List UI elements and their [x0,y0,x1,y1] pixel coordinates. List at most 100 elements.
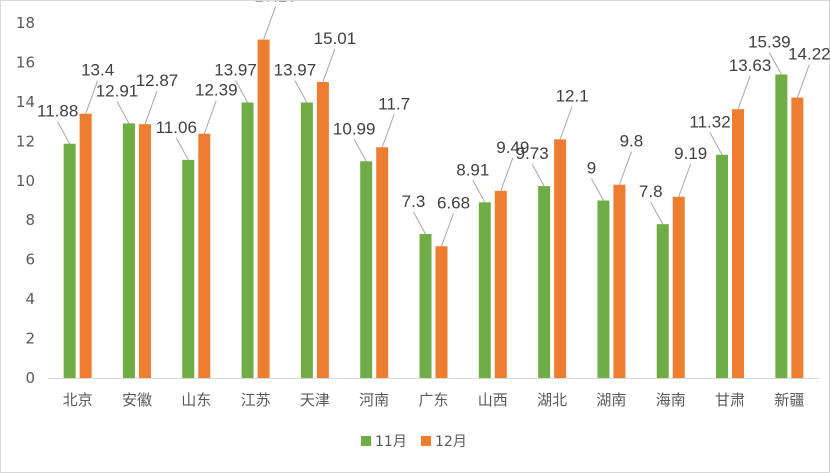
y-tick-label: 14 [16,93,35,111]
data-label-leader [144,91,158,125]
bar-series-2 [672,196,685,378]
data-label: 8.91 [456,160,489,179]
bar-layer [63,39,804,379]
y-tick-label: 16 [16,53,35,71]
data-label-leader [531,163,545,187]
data-label: 13.97 [274,60,317,79]
data-label-leader [796,64,810,98]
bar-series-2 [257,39,270,379]
data-label: 12.87 [136,71,179,90]
x-tick-label: 广东 [418,391,448,409]
data-label: 9.19 [674,144,707,163]
y-tick-label: 4 [25,290,35,308]
data-label-leader [175,137,189,161]
bar-series-2 [138,124,151,378]
bar-series-2 [316,81,329,378]
x-tick-label: 北京 [63,391,93,409]
data-label-leader [235,80,249,103]
x-tick-label: 山西 [478,391,508,409]
data-label-leader [263,6,277,40]
bar-series-2 [732,109,745,379]
x-tick-label: 海南 [656,391,686,409]
data-label-leader [381,114,395,148]
data-label: 12.91 [96,81,139,100]
y-tick-label: 6 [25,251,35,269]
data-label: 11.32 [689,113,730,132]
bar-series-1 [775,74,788,378]
bar-series-2 [435,246,448,378]
legend-label: 12月 [435,434,467,450]
data-label: 9.49 [496,138,529,157]
bar-series-1 [419,234,432,378]
bar-series-1 [300,102,313,378]
data-label: 7.8 [639,182,663,201]
y-tick-label: 10 [16,172,35,190]
data-label-leader [413,211,426,235]
bar-series-1 [478,202,491,378]
data-label-leader [737,76,751,110]
data-label: 9.73 [516,144,549,163]
data-label-leader [353,139,367,162]
bar-series-2 [791,97,804,379]
data-label-leader [650,201,664,225]
data-label: 9.8 [620,132,644,151]
bar-series-2 [554,139,567,378]
data-label-layer: 11.88 12.91 11.06 13.97 13.97 10.99 7.3 8.91 9.7… [37,1,830,247]
bar-series-1 [360,161,373,378]
data-label-leader [500,157,514,192]
bar-series-1 [597,200,610,378]
x-tick-label: 湖北 [537,391,567,409]
x-tick-label: 湖南 [596,391,626,409]
bar-series-2 [494,190,507,378]
data-label: 13.4 [81,61,114,80]
data-label-leader [678,163,692,197]
data-label: 12.39 [195,81,238,100]
bar-series-1 [538,186,551,378]
data-label-leader [559,106,573,140]
x-tick-label: 天津 [300,391,330,409]
y-tick-label: 8 [25,211,35,229]
data-label: 10.99 [333,119,376,138]
bar-series-2 [198,133,211,378]
bar-series-1 [182,159,195,378]
data-label-leader [472,180,486,203]
data-label: 11.06 [156,118,197,137]
data-label: 11.7 [378,94,410,113]
data-label: 17.16 [254,1,297,6]
x-tick-label: 江苏 [241,391,271,409]
data-label: 11.88 [37,102,78,121]
data-label: 12.1 [556,86,589,105]
x-tick-label: 山东 [181,391,211,409]
bar-series-1 [241,102,254,378]
data-label-leader [618,151,632,185]
data-label: 15.01 [314,29,357,48]
data-label-leader [322,48,336,83]
data-label: 13.63 [729,56,772,75]
x-tick-label: 河南 [359,391,389,409]
y-tick-label: 12 [16,132,35,150]
data-label: 9 [587,159,596,178]
data-label-leader [590,178,604,201]
bar-series-1 [122,123,135,378]
data-label: 13.97 [214,60,257,79]
axis-layer: 0 2 4 6 8 10 12 14 16 18 北京 安徽 山东 江苏 天津 河南 广东 山西 湖北 湖南 海南 甘肃 新… [16,14,819,409]
legend-swatch [361,436,371,446]
legend-label: 11月 [375,434,407,450]
data-label-leader [768,52,782,75]
data-label-leader [57,121,71,144]
x-tick-label: 甘肃 [715,391,745,409]
bar-series-1 [716,154,729,378]
data-label-leader [441,213,454,247]
y-tick-label: 18 [16,14,35,32]
legend-swatch [421,436,431,446]
x-tick-label: 新疆 [774,391,804,409]
legend: 11月 12月 [361,434,467,450]
y-tick-label: 2 [25,330,35,348]
data-label: 6.68 [437,193,470,212]
data-label: 14.22 [788,45,830,64]
data-label-leader [85,80,99,114]
bar-series-1 [63,143,76,378]
x-tick-label: 安徽 [122,391,152,409]
data-label-leader [294,80,308,103]
